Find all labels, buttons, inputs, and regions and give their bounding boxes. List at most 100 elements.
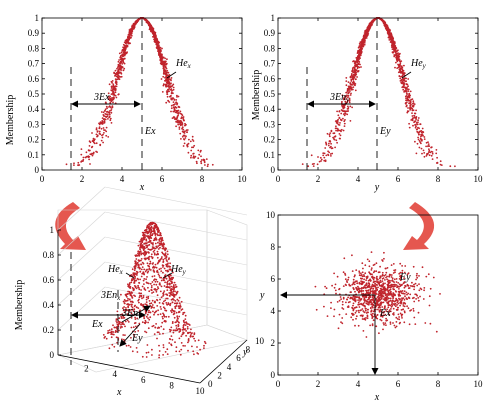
cloud-drop bbox=[128, 298, 131, 301]
cloud-drop bbox=[126, 296, 128, 298]
cloud-drop bbox=[425, 145, 427, 148]
cloud-drop bbox=[175, 120, 178, 123]
cloud-drop bbox=[146, 246, 149, 248]
cloud-drop bbox=[163, 64, 166, 67]
cloud-drop bbox=[148, 235, 151, 238]
cloud-drop bbox=[140, 268, 143, 271]
cloud-drop bbox=[394, 271, 396, 274]
cloud-drop bbox=[196, 162, 198, 165]
cloud-drop bbox=[164, 320, 167, 323]
cloud-drop bbox=[133, 308, 136, 310]
cloud-drop bbox=[121, 338, 123, 341]
cloud-drop bbox=[200, 155, 202, 158]
cloud-drop bbox=[350, 92, 352, 95]
cloud-drop bbox=[342, 308, 345, 310]
cloud-drop bbox=[150, 302, 153, 305]
cloud-drop bbox=[153, 283, 156, 286]
cloud-drop bbox=[152, 222, 155, 225]
cloud-drop bbox=[156, 305, 159, 307]
cloud-drop bbox=[169, 295, 171, 297]
cloud-drop bbox=[141, 231, 144, 234]
cloud-drop bbox=[129, 42, 132, 45]
xtick-label: 8 bbox=[169, 380, 174, 390]
cloud-drop bbox=[407, 90, 410, 92]
cloud-drop bbox=[105, 130, 108, 133]
cloud-drop bbox=[203, 344, 205, 347]
cloud-drop bbox=[166, 280, 169, 283]
cloud-drop bbox=[196, 352, 199, 354]
cloud-drop bbox=[407, 88, 410, 91]
cloud-drop bbox=[361, 42, 364, 45]
cloud-drop bbox=[174, 106, 177, 109]
cloud-drop bbox=[143, 278, 146, 280]
cloud-drop bbox=[170, 110, 172, 113]
cloud-drop bbox=[113, 345, 116, 348]
cloud-drop bbox=[129, 310, 131, 312]
cloud-drop bbox=[153, 224, 156, 227]
cloud-drop bbox=[187, 331, 189, 334]
cloud-drop bbox=[403, 77, 406, 79]
cloud-drop bbox=[171, 338, 174, 341]
cloud-drop bbox=[340, 112, 343, 115]
cloud-drop bbox=[105, 134, 108, 137]
chart1-ylabel: Membership bbox=[5, 95, 16, 146]
cloud-drop bbox=[124, 334, 126, 336]
cloud-drop bbox=[353, 84, 356, 86]
cloud-drop bbox=[147, 295, 150, 298]
cloud-drop bbox=[327, 144, 330, 147]
cloud-drop bbox=[148, 318, 151, 321]
cloud-drop bbox=[414, 124, 417, 126]
cloud-drop bbox=[146, 20, 149, 23]
cloud-drop bbox=[110, 336, 113, 339]
cloud-drop bbox=[351, 312, 354, 315]
cloud-drop bbox=[420, 133, 422, 136]
cloud-drop bbox=[176, 320, 179, 323]
chart3-hey-leader bbox=[162, 272, 173, 279]
cloud-drop bbox=[329, 146, 331, 149]
cloud-drop bbox=[154, 37, 157, 40]
cloud-drop bbox=[125, 307, 127, 309]
cloud-drop bbox=[338, 137, 341, 140]
cloud-drop bbox=[130, 326, 133, 329]
cloud-drop bbox=[131, 303, 133, 306]
cloud-drop bbox=[180, 342, 183, 344]
cloud-drop bbox=[127, 35, 129, 38]
cloud-drop bbox=[183, 311, 186, 314]
cloud-drop bbox=[338, 299, 341, 302]
cloud-drop bbox=[179, 305, 182, 308]
cloud-drop bbox=[150, 228, 153, 231]
cloud-drop bbox=[339, 129, 342, 132]
cloud-drop bbox=[130, 27, 133, 30]
cloud-drop bbox=[137, 284, 140, 287]
cloud-drop bbox=[135, 254, 138, 256]
cloud-drop bbox=[177, 323, 180, 326]
cloud-drop bbox=[166, 263, 169, 266]
cloud-drop bbox=[166, 250, 169, 253]
cloud-drop bbox=[145, 278, 148, 281]
cloud-drop bbox=[169, 274, 172, 277]
cloud-drop bbox=[377, 308, 379, 311]
cloud-drop bbox=[410, 98, 412, 101]
chart3-ylabel: y bbox=[242, 347, 248, 358]
cloud-drop bbox=[141, 244, 144, 247]
cloud-drop bbox=[95, 128, 98, 131]
cloud-drop bbox=[357, 324, 360, 327]
cloud-drop bbox=[316, 163, 319, 166]
cloud-drop bbox=[109, 331, 112, 334]
cloud-drop bbox=[347, 81, 350, 83]
cloud-drop bbox=[142, 246, 145, 248]
cloud-drop bbox=[365, 336, 368, 338]
cloud-drop bbox=[157, 42, 160, 45]
cloud-drop bbox=[160, 308, 163, 310]
cloud-drop bbox=[139, 246, 142, 249]
cloud-drop bbox=[147, 282, 150, 285]
cloud-drop bbox=[401, 297, 403, 299]
cloud-drop bbox=[369, 291, 371, 294]
cloud-drop bbox=[156, 299, 159, 302]
cloud-drop bbox=[381, 273, 384, 276]
cloud-drop bbox=[192, 155, 195, 158]
cloud-drop bbox=[158, 47, 161, 49]
cloud-drop bbox=[82, 156, 85, 159]
cloud-drop bbox=[145, 242, 148, 245]
cloud-drop bbox=[100, 127, 103, 130]
